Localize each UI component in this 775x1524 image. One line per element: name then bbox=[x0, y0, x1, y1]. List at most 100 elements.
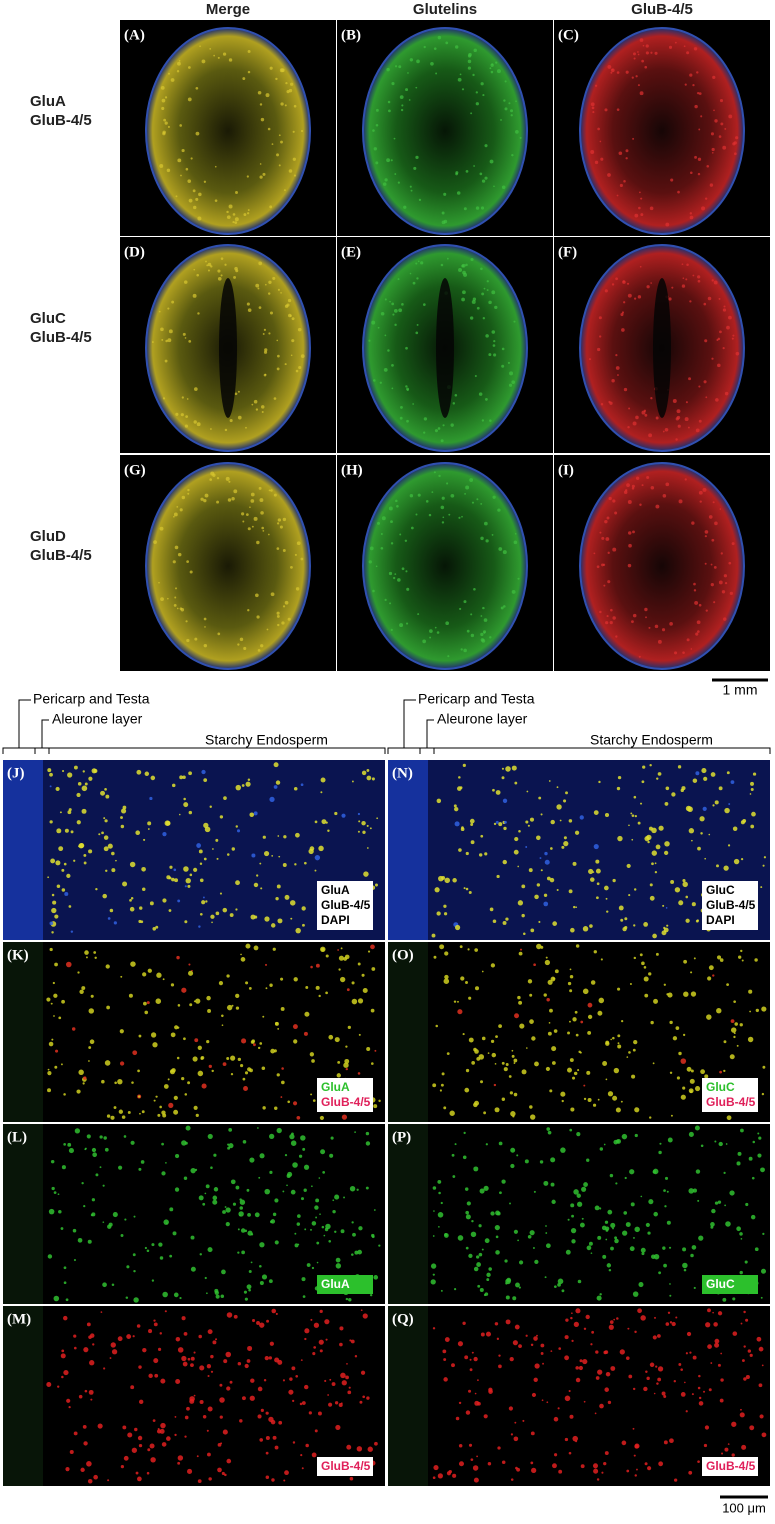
legend-text: GluA bbox=[321, 1080, 350, 1094]
signal bbox=[478, 392, 483, 396]
signal bbox=[357, 1249, 363, 1255]
signal bbox=[199, 912, 203, 916]
signal bbox=[640, 1247, 646, 1253]
signal bbox=[468, 996, 472, 1000]
signal bbox=[437, 1473, 443, 1479]
signal bbox=[212, 1340, 217, 1345]
signal bbox=[754, 958, 758, 962]
signal bbox=[144, 1010, 149, 1015]
signal bbox=[493, 822, 497, 826]
signal bbox=[157, 1347, 162, 1351]
signal bbox=[184, 424, 189, 428]
signal bbox=[138, 1034, 142, 1038]
signal bbox=[239, 1419, 243, 1423]
signal bbox=[384, 178, 388, 182]
signal bbox=[577, 1279, 582, 1284]
signal bbox=[246, 302, 250, 306]
signal bbox=[174, 545, 179, 550]
signal bbox=[271, 1478, 275, 1482]
signal bbox=[505, 1063, 509, 1067]
signal bbox=[148, 1373, 153, 1379]
signal bbox=[120, 975, 123, 978]
signal bbox=[181, 987, 187, 993]
micrograph bbox=[388, 1124, 770, 1304]
signal bbox=[63, 1369, 69, 1376]
signal bbox=[745, 1318, 749, 1322]
signal bbox=[615, 277, 618, 281]
signal bbox=[199, 878, 204, 883]
signal bbox=[349, 1186, 356, 1192]
signal bbox=[235, 269, 239, 273]
signal bbox=[48, 1041, 54, 1047]
signal bbox=[481, 1036, 486, 1041]
signal bbox=[688, 828, 695, 834]
signal bbox=[450, 493, 455, 498]
signal bbox=[55, 1049, 59, 1053]
signal bbox=[265, 1435, 270, 1440]
signal bbox=[637, 1308, 642, 1314]
signal bbox=[321, 819, 327, 825]
signal bbox=[346, 1444, 352, 1450]
signal bbox=[625, 1222, 631, 1228]
signal bbox=[591, 1330, 595, 1334]
signal bbox=[107, 917, 111, 920]
signal bbox=[265, 963, 268, 966]
signal bbox=[438, 1226, 440, 1228]
signal bbox=[675, 438, 678, 441]
signal bbox=[593, 843, 599, 850]
signal bbox=[487, 1461, 492, 1466]
signal bbox=[650, 485, 655, 490]
leader bbox=[426, 719, 434, 748]
signal bbox=[443, 1377, 448, 1382]
signal bbox=[49, 947, 53, 952]
signal bbox=[184, 885, 187, 888]
signal bbox=[662, 494, 667, 498]
signal bbox=[311, 1266, 315, 1270]
signal bbox=[579, 815, 584, 820]
signal bbox=[513, 849, 519, 855]
signal bbox=[163, 1219, 169, 1225]
signal bbox=[187, 488, 190, 492]
signal bbox=[181, 1140, 187, 1146]
signal bbox=[136, 1324, 141, 1328]
signal bbox=[210, 1370, 214, 1373]
signal bbox=[465, 169, 469, 173]
signal bbox=[352, 1232, 356, 1237]
signal bbox=[437, 1212, 444, 1218]
signal bbox=[47, 1254, 53, 1259]
signal bbox=[241, 1038, 247, 1044]
signal bbox=[268, 292, 271, 295]
signal bbox=[723, 1040, 727, 1044]
signal bbox=[88, 1335, 92, 1339]
signal bbox=[547, 1031, 552, 1036]
signal bbox=[401, 567, 405, 571]
signal bbox=[416, 277, 419, 280]
signal bbox=[174, 1025, 179, 1030]
row-label: GluD bbox=[30, 528, 66, 545]
signal bbox=[587, 1098, 592, 1103]
signal bbox=[719, 99, 724, 103]
signal bbox=[692, 83, 695, 87]
signal bbox=[315, 985, 320, 990]
signal bbox=[698, 603, 702, 607]
signal bbox=[244, 1363, 249, 1369]
signal bbox=[359, 1400, 363, 1404]
signal bbox=[590, 102, 595, 107]
signal bbox=[635, 75, 638, 78]
signal bbox=[269, 311, 274, 315]
signal bbox=[265, 93, 270, 98]
signal bbox=[205, 1184, 210, 1189]
signal bbox=[88, 1060, 90, 1062]
signal bbox=[655, 416, 659, 420]
signal bbox=[331, 1382, 336, 1386]
signal bbox=[612, 1227, 614, 1230]
signal bbox=[545, 1232, 548, 1234]
signal bbox=[490, 1211, 495, 1216]
signal bbox=[241, 784, 245, 787]
panel-letter: (D) bbox=[124, 244, 145, 260]
signal bbox=[192, 189, 196, 193]
signal bbox=[195, 131, 200, 136]
signal bbox=[105, 964, 110, 969]
panel-letter: (I) bbox=[558, 462, 574, 478]
